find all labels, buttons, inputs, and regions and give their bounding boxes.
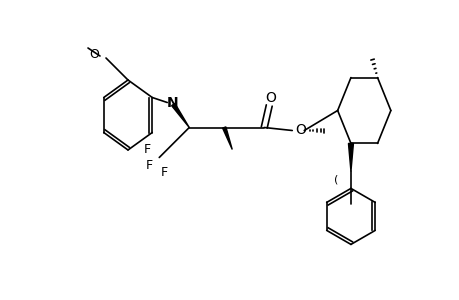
- Text: O: O: [89, 47, 99, 61]
- Polygon shape: [171, 103, 189, 127]
- Text: F: F: [143, 143, 151, 156]
- Text: F: F: [160, 166, 168, 179]
- Text: O: O: [264, 91, 275, 104]
- Text: F: F: [146, 159, 152, 172]
- Polygon shape: [347, 143, 353, 171]
- Polygon shape: [222, 127, 232, 149]
- Text: N: N: [166, 95, 178, 110]
- Text: O: O: [294, 122, 305, 136]
- Text: (: (: [333, 174, 337, 184]
